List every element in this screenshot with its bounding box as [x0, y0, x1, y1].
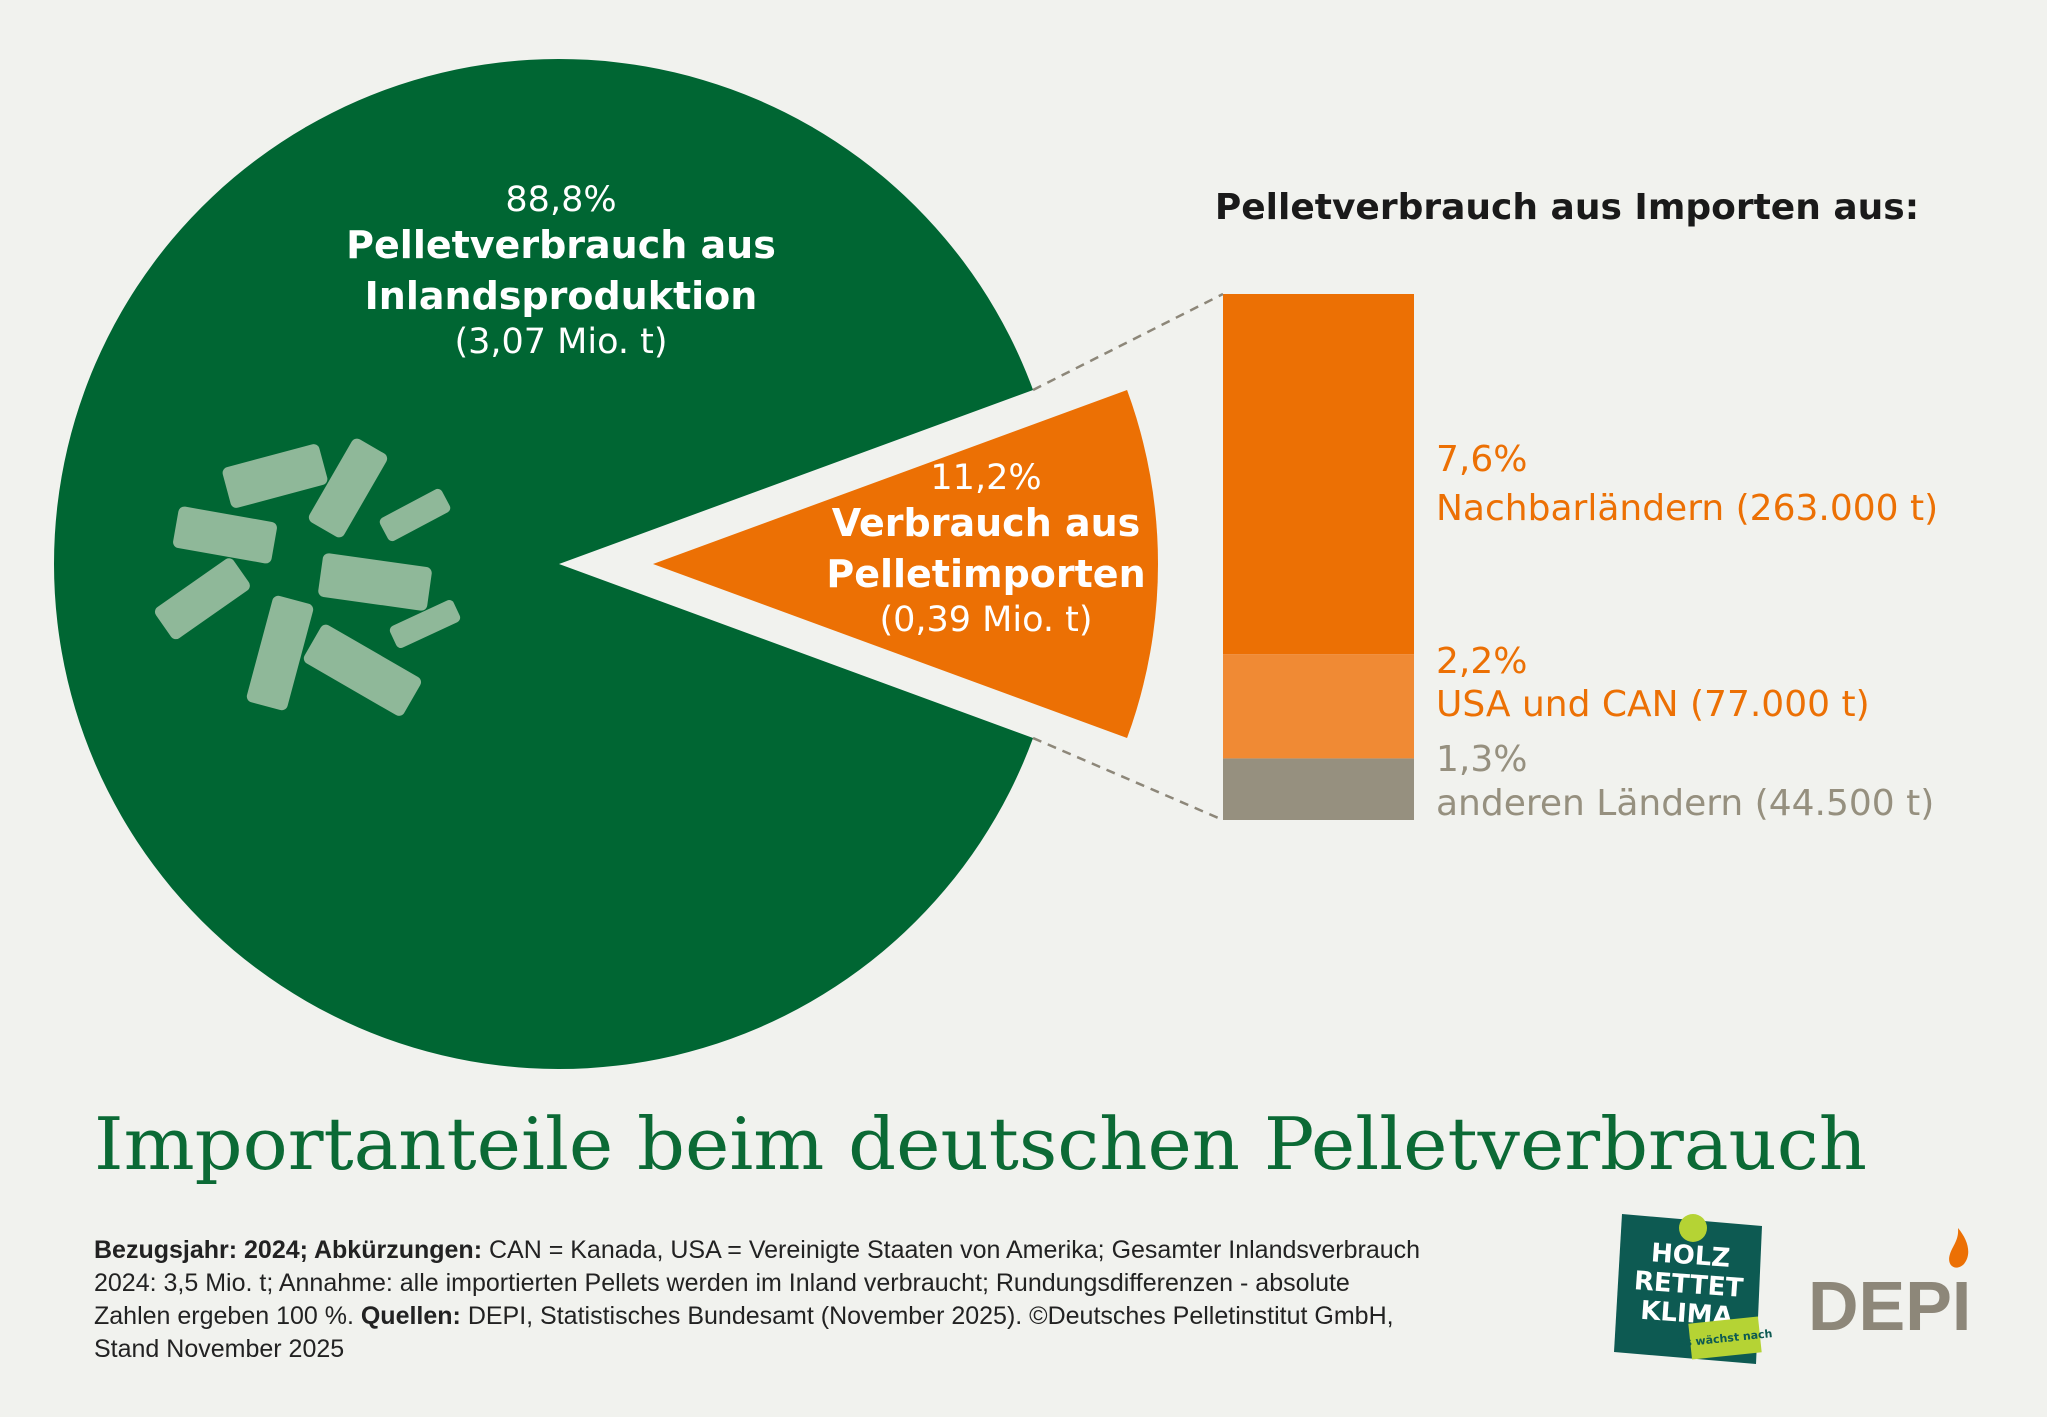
segment-value: 1,3%	[1436, 739, 1527, 780]
pellet-icon	[154, 438, 461, 716]
segment-name: anderen Ländern (44.500 t)	[1436, 783, 1934, 824]
connector	[1032, 292, 1224, 392]
segment-name: Nachbarländern (263.000 t)	[1436, 488, 1938, 529]
footnote-text: Quellen:	[360, 1302, 461, 1330]
depi-logo: DEPI	[1808, 1228, 1971, 1345]
slice-category: Verbrauch aus Pelletimporten	[826, 501, 1146, 596]
pie-slice	[653, 389, 1158, 739]
segment-value: 7,6%	[1436, 439, 1527, 480]
slice-label: 11,2% Verbrauch aus Pelletimporten (0,39 M…	[816, 458, 1156, 640]
bar-segment	[1223, 758, 1414, 820]
logo-text: DEPI	[1808, 1267, 1971, 1345]
bar-title: Pelletverbrauch aus Importen aus:	[1215, 187, 1919, 228]
slice-amount: (0,39 Mio. t)	[879, 600, 1093, 640]
footnote: Bezugsjahr: 2024; Abkürzungen: CAN = Kan…	[94, 1234, 1424, 1366]
connector	[1032, 736, 1224, 822]
segment-value: 2,2%	[1436, 641, 1527, 682]
bar-segment	[1223, 294, 1414, 655]
slice-value: 11,2%	[930, 458, 1042, 498]
slice-category: Pelletverbrauch aus Inlandsproduktion	[346, 223, 776, 318]
pie-slice	[54, 59, 1034, 1069]
segment-name: USA und CAN (77.000 t)	[1436, 684, 1870, 725]
holz-logo: HOLZ RETTET KLIMA Es wächst nach	[1614, 1214, 1773, 1364]
logo-text: HOLZ	[1650, 1238, 1731, 1273]
footnote-text: CAN = Kanada, USA = Vereinigte Staaten v…	[94, 1236, 1421, 1330]
bar-segment	[1223, 654, 1414, 759]
slice-value: 88,8%	[505, 180, 617, 220]
footnote-text: Bezugsjahr: 2024; Abkürzungen:	[94, 1236, 483, 1264]
slice-amount: (3,07 Mio. t)	[454, 322, 668, 362]
main-title: Importanteile beim deutschen Pelletverbr…	[94, 1102, 1867, 1186]
bar-group: 1,3%anderen Ländern (44.500 t) 2,2%USA un…	[1032, 292, 1938, 824]
slice-label: 88,8% Pelletverbrauch aus Inlandsprodukti…	[331, 180, 791, 362]
pie-group	[54, 59, 1158, 1069]
footnote-text: DEPI, Statistisches Bundesamt (November …	[94, 1302, 1394, 1363]
